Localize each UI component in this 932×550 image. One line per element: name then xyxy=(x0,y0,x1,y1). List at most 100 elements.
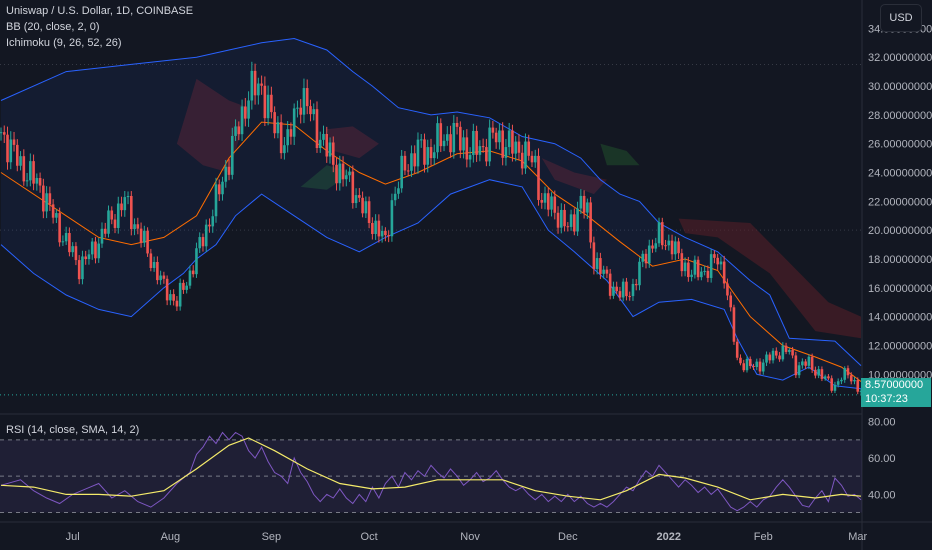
candle-body xyxy=(459,126,462,151)
symbol-title[interactable]: Uniswap / U.S. Dollar, 1D, COINBASE xyxy=(6,5,194,17)
bb-legend[interactable]: BB (20, close, 2, 0) xyxy=(6,21,100,33)
price-tick-label: 16.00000000 xyxy=(868,283,932,295)
candle-body xyxy=(693,259,697,275)
candle-body xyxy=(520,152,524,169)
candle-body xyxy=(58,213,61,243)
candle-body xyxy=(397,188,400,194)
candle-body xyxy=(501,130,504,158)
candle-body xyxy=(432,152,436,159)
rsi-band-fill xyxy=(0,439,862,513)
candle-body xyxy=(569,214,573,227)
candle-body xyxy=(856,380,860,392)
candle-body xyxy=(709,254,713,278)
candle-body xyxy=(827,376,830,379)
price-tick-label: 22.00000000 xyxy=(868,196,932,208)
candle-body xyxy=(139,228,143,243)
candle-body xyxy=(201,237,205,247)
candle-body xyxy=(478,146,482,155)
time-axis[interactable]: JunJulAugSepOctNovDec2022FebMar xyxy=(0,531,868,543)
candle-body xyxy=(292,108,296,137)
candle-body xyxy=(690,274,693,278)
candle-body xyxy=(599,258,602,274)
candle-body xyxy=(615,286,618,292)
candle-body xyxy=(6,134,9,163)
candle-body xyxy=(853,380,856,382)
candle-body xyxy=(214,184,218,217)
candle-body xyxy=(680,253,684,272)
candle-body xyxy=(849,375,853,382)
time-tick-label: Jul xyxy=(66,531,80,543)
candle-body xyxy=(654,243,658,249)
candle-body xyxy=(586,202,589,213)
candle-body xyxy=(784,345,788,352)
rsi-line xyxy=(0,431,862,512)
candle-body xyxy=(745,358,749,371)
candle-body xyxy=(35,178,39,184)
candle-body xyxy=(582,195,586,213)
candle-body xyxy=(299,107,302,115)
candle-body xyxy=(162,275,166,279)
candle-body xyxy=(224,166,228,182)
candle-body xyxy=(416,139,420,167)
candle-body xyxy=(452,122,456,153)
candle-body xyxy=(504,147,508,158)
price-tick-label: 18.00000000 xyxy=(868,254,932,266)
candle-body xyxy=(563,209,566,227)
candle-body xyxy=(716,257,719,265)
candle-body xyxy=(475,130,478,155)
candle-body xyxy=(742,363,746,371)
candle-body xyxy=(74,246,78,261)
candle-body xyxy=(309,106,312,115)
candle-body xyxy=(77,260,81,280)
candle-body xyxy=(61,241,65,243)
candle-body xyxy=(341,163,345,180)
candle-body xyxy=(794,355,798,376)
candle-body xyxy=(279,122,283,154)
candle-body xyxy=(403,155,407,171)
candle-body xyxy=(566,226,570,228)
price-tick-label: 14.00000000 xyxy=(868,312,932,324)
candle-body xyxy=(488,127,491,162)
candle-body xyxy=(387,235,390,237)
candle-body xyxy=(266,94,270,119)
bollinger-bands xyxy=(0,37,862,390)
candle-body xyxy=(436,123,439,153)
time-tick-label: Sep xyxy=(262,531,282,543)
candle-body xyxy=(449,134,452,153)
candle-body xyxy=(113,219,117,228)
candle-body xyxy=(573,214,576,232)
candle-body xyxy=(830,378,833,391)
candle-body xyxy=(247,100,250,119)
last-price-value: 8.57000000 xyxy=(865,379,924,391)
candle-body xyxy=(804,361,807,366)
candle-body xyxy=(2,132,6,135)
candle-body xyxy=(406,170,410,172)
currency-button[interactable]: USD xyxy=(880,4,922,32)
rsi-legend[interactable]: RSI (14, close, SMA, 14, 2) xyxy=(6,424,140,436)
bb-basis-line xyxy=(0,121,862,382)
candle-body xyxy=(592,242,596,269)
candle-body xyxy=(68,232,71,253)
candle-body xyxy=(318,139,322,149)
candle-body xyxy=(136,224,140,229)
candle-body xyxy=(683,262,687,272)
candle-body xyxy=(543,193,547,203)
candle-body xyxy=(146,230,149,254)
ichimoku-legend[interactable]: Ichimoku (9, 26, 52, 26) xyxy=(6,37,122,49)
candle-body xyxy=(156,261,159,281)
candle-body xyxy=(657,222,661,244)
candle-body xyxy=(550,196,553,210)
price-axis[interactable]: 34.0000000032.0000000030.0000000028.0000… xyxy=(868,23,932,501)
cloud-red-segment xyxy=(326,126,379,159)
rsi-ma-line xyxy=(0,437,862,501)
candle-body xyxy=(9,139,13,163)
candle-body xyxy=(97,243,101,259)
candle-body xyxy=(302,88,306,115)
candle-body xyxy=(481,146,485,148)
candle-body xyxy=(240,106,244,135)
candle-body xyxy=(608,273,612,296)
candle-body xyxy=(12,139,16,145)
candle-body xyxy=(130,196,133,230)
candle-body xyxy=(664,245,667,247)
